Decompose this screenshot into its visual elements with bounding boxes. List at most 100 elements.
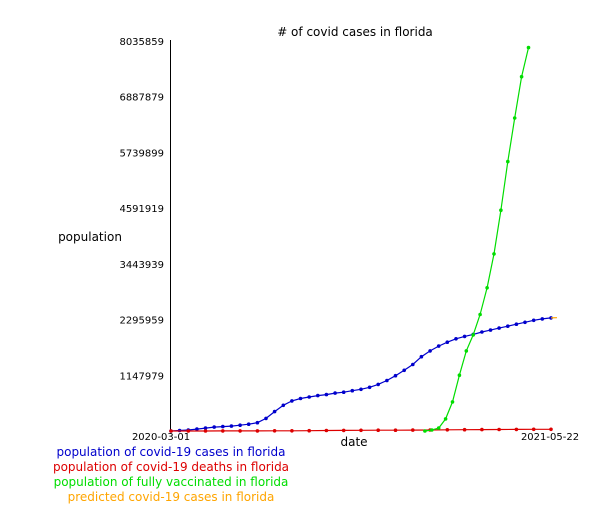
data-point <box>443 417 448 421</box>
data-point <box>169 429 173 433</box>
data-point <box>411 428 415 432</box>
data-point <box>519 74 524 79</box>
series-line <box>170 317 552 432</box>
data-point <box>290 429 294 433</box>
data-point <box>298 396 303 401</box>
data-point <box>464 349 469 353</box>
data-point <box>290 399 294 403</box>
data-point <box>423 429 427 433</box>
data-point <box>367 385 372 390</box>
data-point <box>307 428 312 433</box>
y-tick-label: 1147979 <box>119 371 164 382</box>
data-point <box>212 425 216 429</box>
data-point <box>471 333 476 337</box>
data-point <box>238 423 242 428</box>
data-point <box>393 428 398 433</box>
data-point <box>316 393 320 398</box>
data-point <box>203 429 208 433</box>
x-axis-label: date <box>340 435 367 449</box>
data-point <box>229 424 234 428</box>
y-tick-labels: 8035859 6887879 5739899 4591919 3443939 22959… <box>119 37 164 382</box>
data-point <box>307 395 312 399</box>
data-point <box>428 349 432 353</box>
data-point <box>238 429 242 433</box>
data-point <box>324 392 329 397</box>
data-point <box>376 382 381 387</box>
data-point <box>499 208 503 212</box>
x-tick-label-end: 2021-05-22 <box>521 432 579 443</box>
data-point <box>478 312 482 317</box>
data-point <box>221 429 225 433</box>
data-point <box>203 426 208 430</box>
legend-item-cases: population of covid-19 cases in florida <box>56 445 286 459</box>
data-point <box>497 427 501 432</box>
data-point <box>341 390 346 395</box>
data-point <box>272 429 277 433</box>
data-point <box>454 337 458 341</box>
series-line <box>424 47 530 432</box>
plot-area <box>169 45 558 433</box>
data-point <box>457 373 462 378</box>
legend-item-deaths: population of covid-19 deaths in florida <box>52 460 290 474</box>
data-point <box>462 334 467 339</box>
data-point <box>506 324 510 329</box>
data-point <box>480 330 484 334</box>
data-point <box>485 286 489 290</box>
y-tick-label: 3443939 <box>119 260 164 271</box>
data-point <box>523 320 527 325</box>
data-point <box>430 428 434 432</box>
data-point <box>341 428 346 433</box>
data-point <box>246 422 251 427</box>
data-point <box>350 388 355 393</box>
data-point <box>419 354 424 359</box>
data-point <box>281 403 286 408</box>
y-tick-label: 5739899 <box>119 148 164 159</box>
data-point <box>393 373 398 378</box>
data-point <box>549 316 553 320</box>
data-point <box>514 427 519 432</box>
data-point <box>488 328 493 332</box>
y-axis-label: population <box>58 230 122 244</box>
data-point <box>402 368 407 373</box>
data-point <box>506 159 510 164</box>
y-tick-label: 8035859 <box>119 37 164 48</box>
data-point <box>549 427 553 432</box>
data-point <box>264 416 268 421</box>
data-point <box>333 391 337 395</box>
legend-item-vaccinated: population of fully vaccinated in florid… <box>53 475 289 489</box>
data-point <box>255 429 260 433</box>
data-point <box>512 116 517 120</box>
data-point <box>221 424 225 429</box>
data-point <box>531 427 536 432</box>
data-point <box>526 45 531 50</box>
data-point <box>514 322 519 327</box>
data-point <box>376 428 381 433</box>
x-tick-label-start: 2020-03-01 <box>132 432 190 443</box>
data-point <box>492 252 496 256</box>
data-point <box>255 420 260 425</box>
data-point <box>480 427 484 432</box>
legend-item-predicted: predicted covid-19 cases in florida <box>67 490 275 504</box>
chart-title: # of covid cases in florida <box>277 25 433 39</box>
data-point <box>272 409 277 414</box>
data-point <box>531 318 536 323</box>
y-tick-label: 6887879 <box>119 93 164 104</box>
y-tick-label: 4591919 <box>119 204 164 215</box>
data-point <box>462 427 467 432</box>
data-point <box>436 344 441 348</box>
data-point <box>445 340 450 345</box>
data-point <box>540 317 545 321</box>
data-point <box>497 326 501 330</box>
y-tick-label: 2295959 <box>119 316 164 327</box>
data-point <box>186 429 191 433</box>
data-point <box>359 428 363 433</box>
data-point <box>436 426 441 430</box>
legend: population of covid-19 cases in florida … <box>0 445 342 505</box>
data-point <box>385 378 389 383</box>
data-point <box>195 427 199 431</box>
data-point <box>450 400 455 404</box>
data-point <box>411 362 415 367</box>
data-point <box>359 387 363 392</box>
data-point <box>445 428 450 432</box>
